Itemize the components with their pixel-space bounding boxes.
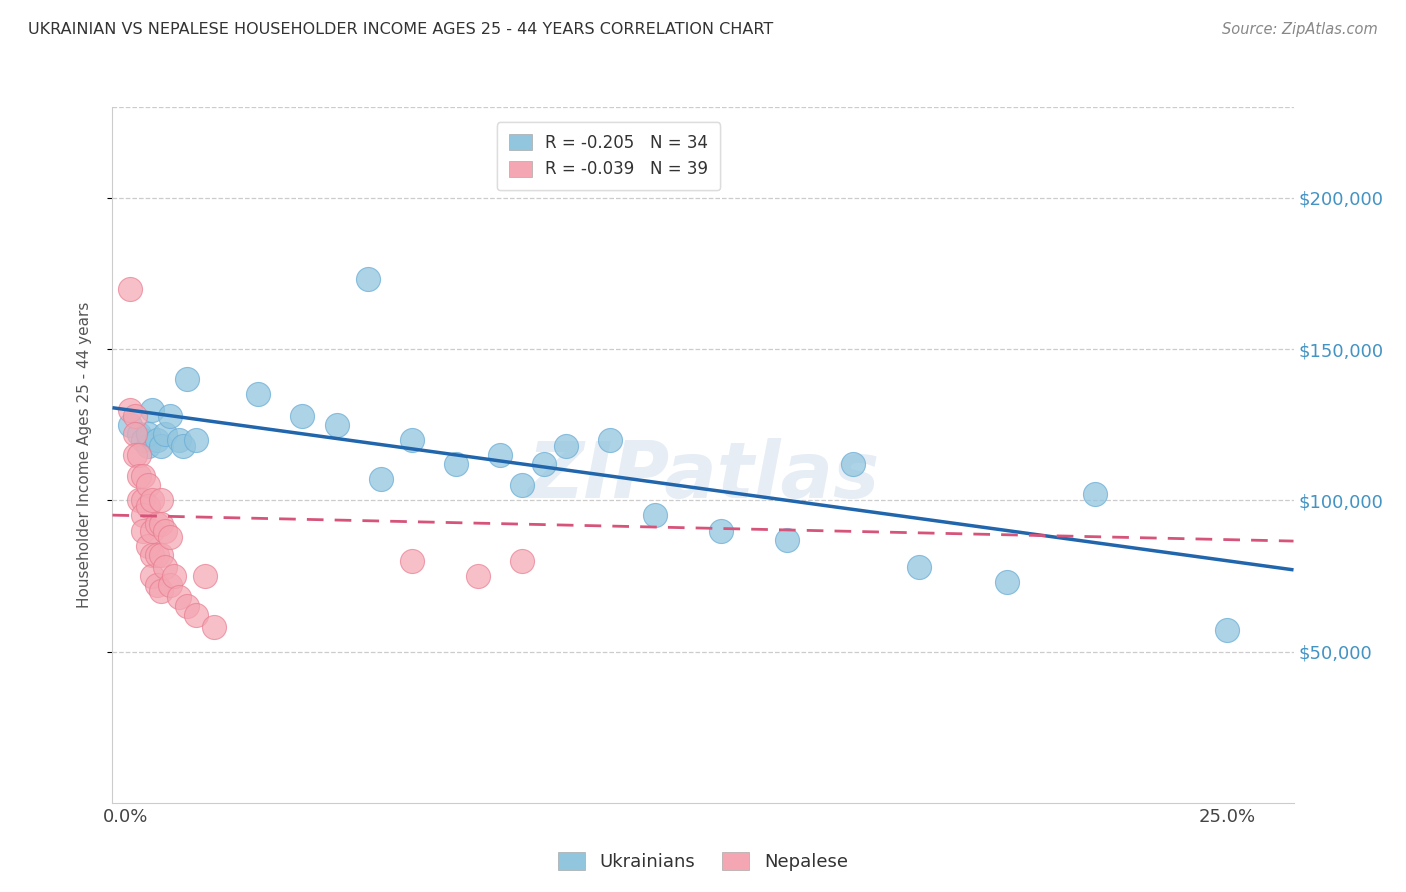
Point	[1216, 624, 1239, 638]
Point	[159, 578, 181, 592]
Point	[132, 493, 155, 508]
Point	[124, 448, 146, 462]
Point	[159, 409, 181, 423]
Point	[149, 584, 172, 599]
Point	[842, 457, 865, 471]
Point	[776, 533, 799, 547]
Point	[124, 409, 146, 423]
Text: UKRAINIAN VS NEPALESE HOUSEHOLDER INCOME AGES 25 - 44 YEARS CORRELATION CHART: UKRAINIAN VS NEPALESE HOUSEHOLDER INCOME…	[28, 22, 773, 37]
Point	[128, 493, 150, 508]
Point	[291, 409, 314, 423]
Point	[149, 439, 172, 453]
Point	[141, 493, 163, 508]
Point	[136, 539, 159, 553]
Point	[132, 524, 155, 538]
Point	[401, 433, 423, 447]
Point	[176, 372, 198, 386]
Point	[172, 439, 194, 453]
Point	[145, 578, 167, 592]
Point	[167, 433, 190, 447]
Point	[202, 620, 225, 634]
Point	[246, 387, 269, 401]
Point	[186, 608, 208, 623]
Point	[145, 517, 167, 532]
Point	[510, 554, 533, 568]
Point	[186, 433, 208, 447]
Point	[444, 457, 467, 471]
Point	[145, 433, 167, 447]
Point	[149, 548, 172, 562]
Point	[167, 590, 190, 604]
Point	[141, 569, 163, 583]
Legend: Ukrainians, Nepalese: Ukrainians, Nepalese	[551, 845, 855, 879]
Text: ZIPatlas: ZIPatlas	[527, 438, 879, 514]
Point	[136, 478, 159, 492]
Point	[120, 417, 142, 432]
Point	[155, 426, 177, 441]
Y-axis label: Householder Income Ages 25 - 44 years: Householder Income Ages 25 - 44 years	[77, 301, 91, 608]
Point	[120, 402, 142, 417]
Point	[326, 417, 349, 432]
Point	[141, 402, 163, 417]
Point	[176, 599, 198, 614]
Point	[136, 439, 159, 453]
Point	[128, 426, 150, 441]
Point	[120, 281, 142, 295]
Point	[141, 548, 163, 562]
Point	[533, 457, 555, 471]
Point	[132, 508, 155, 523]
Point	[467, 569, 489, 583]
Point	[128, 469, 150, 483]
Point	[124, 426, 146, 441]
Point	[1084, 487, 1107, 501]
Point	[555, 439, 578, 453]
Point	[370, 472, 392, 486]
Point	[357, 272, 380, 286]
Point	[159, 530, 181, 544]
Point	[132, 433, 155, 447]
Point	[401, 554, 423, 568]
Point	[644, 508, 666, 523]
Point	[145, 548, 167, 562]
Text: Source: ZipAtlas.com: Source: ZipAtlas.com	[1222, 22, 1378, 37]
Point	[141, 524, 163, 538]
Point	[128, 448, 150, 462]
Point	[599, 433, 621, 447]
Point	[489, 448, 512, 462]
Point	[194, 569, 217, 583]
Point	[995, 574, 1018, 589]
Point	[908, 559, 931, 574]
Point	[149, 517, 172, 532]
Point	[149, 493, 172, 508]
Point	[136, 426, 159, 441]
Point	[155, 559, 177, 574]
Point	[132, 469, 155, 483]
Point	[510, 478, 533, 492]
Point	[136, 500, 159, 514]
Point	[155, 524, 177, 538]
Point	[163, 569, 186, 583]
Legend: R = -0.205   N = 34, R = -0.039   N = 39: R = -0.205 N = 34, R = -0.039 N = 39	[496, 122, 720, 190]
Point	[710, 524, 733, 538]
